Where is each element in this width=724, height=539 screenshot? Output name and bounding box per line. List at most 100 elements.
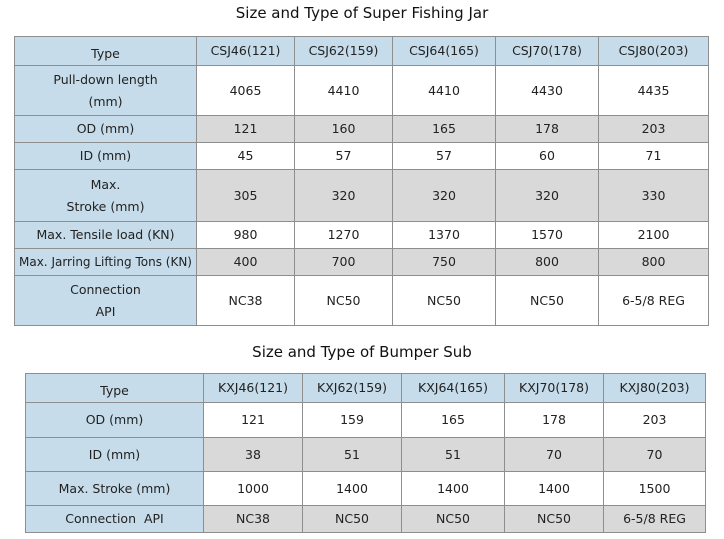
row-label: OD (mm) [25, 402, 204, 438]
table-cell: 1570 [495, 221, 599, 249]
table-cell: NC50 [401, 505, 505, 533]
row-label: Max. Jarring Lifting Tons (KN) [14, 248, 197, 276]
header-cell: KXJ46(121) [203, 373, 303, 403]
header-cell: CSJ46(121) [196, 36, 295, 66]
table-cell: 6-5/8 REG [603, 505, 706, 533]
table-row: ID (mm) 45 57 57 60 71 [14, 142, 709, 170]
table-cell: NC50 [392, 275, 496, 326]
table-row: ID (mm) 38 51 51 70 70 [25, 437, 706, 472]
bumper-sub-table: Type KXJ46(121) KXJ62(159) KXJ64(165) KX… [25, 373, 706, 533]
table-cell: 320 [392, 169, 496, 222]
table-row: OD (mm) 121 159 165 178 203 [25, 402, 706, 438]
table-cell: 60 [495, 142, 599, 170]
table-cell: 750 [392, 248, 496, 276]
table-cell: 320 [495, 169, 599, 222]
table-cell: 121 [196, 115, 295, 143]
table-cell: 70 [504, 437, 604, 472]
row-label: ID (mm) [25, 437, 204, 472]
header-row: Type KXJ46(121) KXJ62(159) KXJ64(165) KX… [25, 373, 706, 403]
table-cell: 305 [196, 169, 295, 222]
table-cell: 4410 [392, 65, 496, 116]
table-row: Max. Stroke (mm) 305 320 320 320 330 [14, 169, 709, 222]
table-cell: 178 [504, 402, 604, 438]
row-label: Max. Stroke (mm) [14, 169, 197, 222]
header-cell: Type [14, 36, 197, 66]
table-cell: 2100 [598, 221, 709, 249]
row-label-line: ID (mm) [79, 148, 132, 163]
header-cell: KXJ62(159) [302, 373, 402, 403]
table-cell: 203 [598, 115, 709, 143]
table-cell: 160 [294, 115, 393, 143]
bumper-table-title: Size and Type of Bumper Sub [252, 343, 472, 361]
table-cell: NC38 [196, 275, 295, 326]
super-fishing-jar-table: Type CSJ46(121) CSJ62(159) CSJ64(165) CS… [14, 36, 709, 326]
row-label: ID (mm) [14, 142, 197, 170]
row-label-line: Pull-down length [53, 71, 158, 87]
table-cell: 330 [598, 169, 709, 222]
table-cell: NC50 [495, 275, 599, 326]
table-cell: 700 [294, 248, 393, 276]
table-cell: 71 [598, 142, 709, 170]
table-cell: 1400 [302, 471, 402, 506]
table-cell: 203 [603, 402, 706, 438]
table-row: Pull-down length (mm) 4065 4410 4410 443… [14, 65, 709, 116]
table-cell: 165 [392, 115, 496, 143]
table-cell: 4410 [294, 65, 393, 116]
table-row: Max. Tensile load (KN) 980 1270 1370 157… [14, 221, 709, 249]
jar-table-title: Size and Type of Super Fishing Jar [235, 4, 489, 22]
header-cell: CSJ64(165) [392, 36, 496, 66]
row-label-line: Max. Tensile load (KN) [36, 227, 175, 242]
table-cell: 320 [294, 169, 393, 222]
header-cell: KXJ80(203) [603, 373, 706, 403]
row-label: OD (mm) [14, 115, 197, 143]
table-cell: 4435 [598, 65, 709, 116]
row-label-line: Max. [90, 176, 121, 192]
table-cell: 1270 [294, 221, 393, 249]
header-cell: CSJ80(203) [598, 36, 709, 66]
table-cell: 57 [392, 142, 496, 170]
table-cell: 800 [495, 248, 599, 276]
table-cell: 159 [302, 402, 402, 438]
table-cell: 51 [401, 437, 505, 472]
table-cell: 1500 [603, 471, 706, 506]
row-label: Max. Tensile load (KN) [14, 221, 197, 249]
table-cell: 1400 [401, 471, 505, 506]
header-cell: KXJ64(165) [401, 373, 505, 403]
table-cell: 1370 [392, 221, 496, 249]
row-label-line: (mm) [88, 93, 123, 109]
table-cell: NC50 [294, 275, 393, 326]
row-label-line: Connection [70, 281, 141, 297]
table-cell: 4430 [495, 65, 599, 116]
row-label-line: Max. Jarring Lifting Tons (KN) [19, 255, 192, 269]
row-label-line: Stroke (mm) [66, 198, 145, 214]
table-cell: 400 [196, 248, 295, 276]
table-row: Connection API NC38 NC50 NC50 NC50 6-5/8… [25, 505, 706, 533]
table-row: Connection API NC38 NC50 NC50 NC50 6-5/8… [14, 275, 709, 326]
table-cell: 4065 [196, 65, 295, 116]
table-cell: 45 [196, 142, 295, 170]
table-cell: 1000 [203, 471, 303, 506]
table-cell: 121 [203, 402, 303, 438]
table-cell: 6-5/8 REG [598, 275, 709, 326]
table-row: Max. Jarring Lifting Tons (KN) 400 700 7… [14, 248, 709, 276]
table-cell: 38 [203, 437, 303, 472]
row-label: Max. Stroke (mm) [25, 471, 204, 506]
header-cell: KXJ70(178) [504, 373, 604, 403]
table-cell: NC50 [302, 505, 402, 533]
table-cell: 1400 [504, 471, 604, 506]
header-cell: CSJ62(159) [294, 36, 393, 66]
table-cell: 178 [495, 115, 599, 143]
row-label-line: API [95, 303, 116, 319]
header-cell: CSJ70(178) [495, 36, 599, 66]
table-cell: NC38 [203, 505, 303, 533]
row-label: Pull-down length (mm) [14, 65, 197, 116]
row-label: Connection API [14, 275, 197, 326]
header-cell: Type [25, 373, 204, 403]
table-cell: 165 [401, 402, 505, 438]
table-cell: 51 [302, 437, 402, 472]
row-label: Connection API [25, 505, 204, 533]
row-label-line: OD (mm) [76, 121, 135, 136]
table-cell: 57 [294, 142, 393, 170]
table-cell: 800 [598, 248, 709, 276]
table-row: Max. Stroke (mm) 1000 1400 1400 1400 150… [25, 471, 706, 506]
